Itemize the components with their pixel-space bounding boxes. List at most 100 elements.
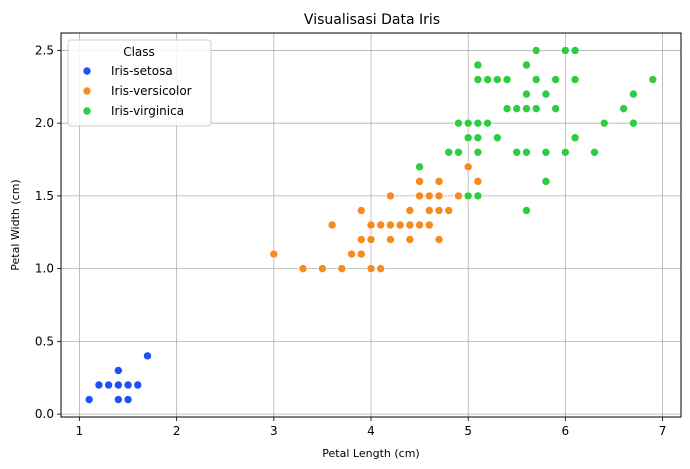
data-point — [522, 60, 531, 70]
data-point — [94, 380, 104, 390]
data-point — [493, 75, 502, 84]
data-point — [376, 220, 386, 230]
data-point — [434, 191, 444, 201]
legend-entries: Iris-setosa Iris-versicolor Iris-virginica — [82, 64, 192, 118]
data-point — [356, 249, 366, 259]
data-point — [473, 118, 483, 128]
data-point — [541, 147, 551, 157]
data-point — [541, 177, 551, 186]
data-point — [493, 133, 502, 143]
x-tick-label: 3 — [270, 424, 278, 438]
legend-box — [67, 39, 212, 127]
data-point — [415, 177, 424, 186]
data-point — [434, 235, 444, 244]
data-point — [512, 104, 522, 113]
data-point — [366, 235, 376, 244]
x-tick-label: 6 — [562, 424, 570, 438]
data-point — [454, 118, 463, 128]
data-point — [473, 177, 483, 186]
x-tick-label: 1 — [76, 424, 84, 438]
legend-title: Class — [123, 45, 155, 59]
series-iris-versicolor — [269, 147, 483, 273]
data-point — [463, 133, 473, 143]
x-axis-ticks: 1 2 3 4 5 6 7 — [76, 417, 666, 438]
data-point — [648, 75, 658, 84]
data-point — [522, 89, 531, 99]
data-point — [376, 264, 386, 273]
y-tick-label: 0.5 — [35, 334, 54, 348]
data-point — [483, 118, 492, 128]
data-point — [473, 191, 483, 201]
data-point — [570, 75, 580, 84]
data-point — [454, 191, 463, 201]
x-tick-label: 2 — [173, 424, 181, 438]
data-point — [269, 249, 279, 259]
data-point — [463, 118, 473, 128]
data-point — [405, 206, 415, 215]
series-iris-setosa — [84, 351, 152, 404]
data-point — [629, 118, 638, 128]
data-point — [386, 235, 395, 244]
data-point — [327, 220, 337, 230]
data-point — [531, 75, 541, 84]
data-point — [561, 147, 570, 157]
data-point — [531, 104, 541, 113]
data-point — [512, 147, 522, 157]
data-point — [473, 147, 483, 157]
y-tick-label: 1.0 — [35, 262, 54, 276]
data-point — [522, 206, 531, 215]
data-point — [133, 380, 143, 390]
x-axis-label: Petal Length (cm) — [322, 447, 419, 460]
data-point — [473, 75, 483, 84]
data-point — [366, 264, 376, 273]
data-point — [337, 264, 347, 273]
data-point — [123, 380, 133, 390]
y-axis-label: Petal Width (cm) — [9, 179, 22, 270]
data-point — [434, 206, 444, 215]
data-point — [114, 395, 123, 404]
data-point — [84, 395, 94, 404]
data-point — [561, 46, 570, 55]
data-point — [143, 351, 152, 361]
x-tick-label: 4 — [367, 424, 375, 438]
data-point — [415, 162, 424, 172]
data-point — [425, 220, 434, 230]
data-point — [629, 89, 638, 99]
data-point — [386, 220, 395, 230]
legend-marker — [82, 86, 92, 96]
data-point — [298, 264, 308, 273]
legend-label: Iris-setosa — [111, 64, 173, 78]
data-point — [619, 104, 628, 113]
data-point — [473, 60, 483, 70]
data-point — [415, 191, 424, 201]
data-point — [434, 177, 444, 186]
data-point — [570, 46, 580, 55]
data-point — [386, 191, 395, 201]
data-point — [551, 75, 560, 84]
data-point — [405, 235, 415, 244]
data-point — [395, 220, 405, 230]
data-point — [463, 191, 473, 201]
series-iris-virginica — [415, 46, 658, 215]
data-point — [531, 46, 541, 55]
data-point — [444, 147, 454, 157]
data-point — [522, 104, 531, 113]
y-tick-label: 1.5 — [35, 189, 54, 203]
data-point — [473, 133, 483, 143]
legend-marker — [82, 106, 92, 116]
data-point — [444, 206, 454, 215]
legend-label: Iris-versicolor — [111, 84, 192, 98]
data-point — [522, 147, 531, 157]
data-point — [425, 191, 434, 201]
data-point — [590, 147, 599, 157]
data-point — [123, 395, 133, 404]
data-point — [502, 104, 512, 113]
data-point — [415, 220, 424, 230]
y-tick-label: 2.0 — [35, 116, 54, 130]
data-point — [551, 104, 560, 113]
data-point — [454, 147, 463, 157]
data-points — [84, 46, 658, 404]
y-tick-label: 0.0 — [35, 407, 54, 421]
